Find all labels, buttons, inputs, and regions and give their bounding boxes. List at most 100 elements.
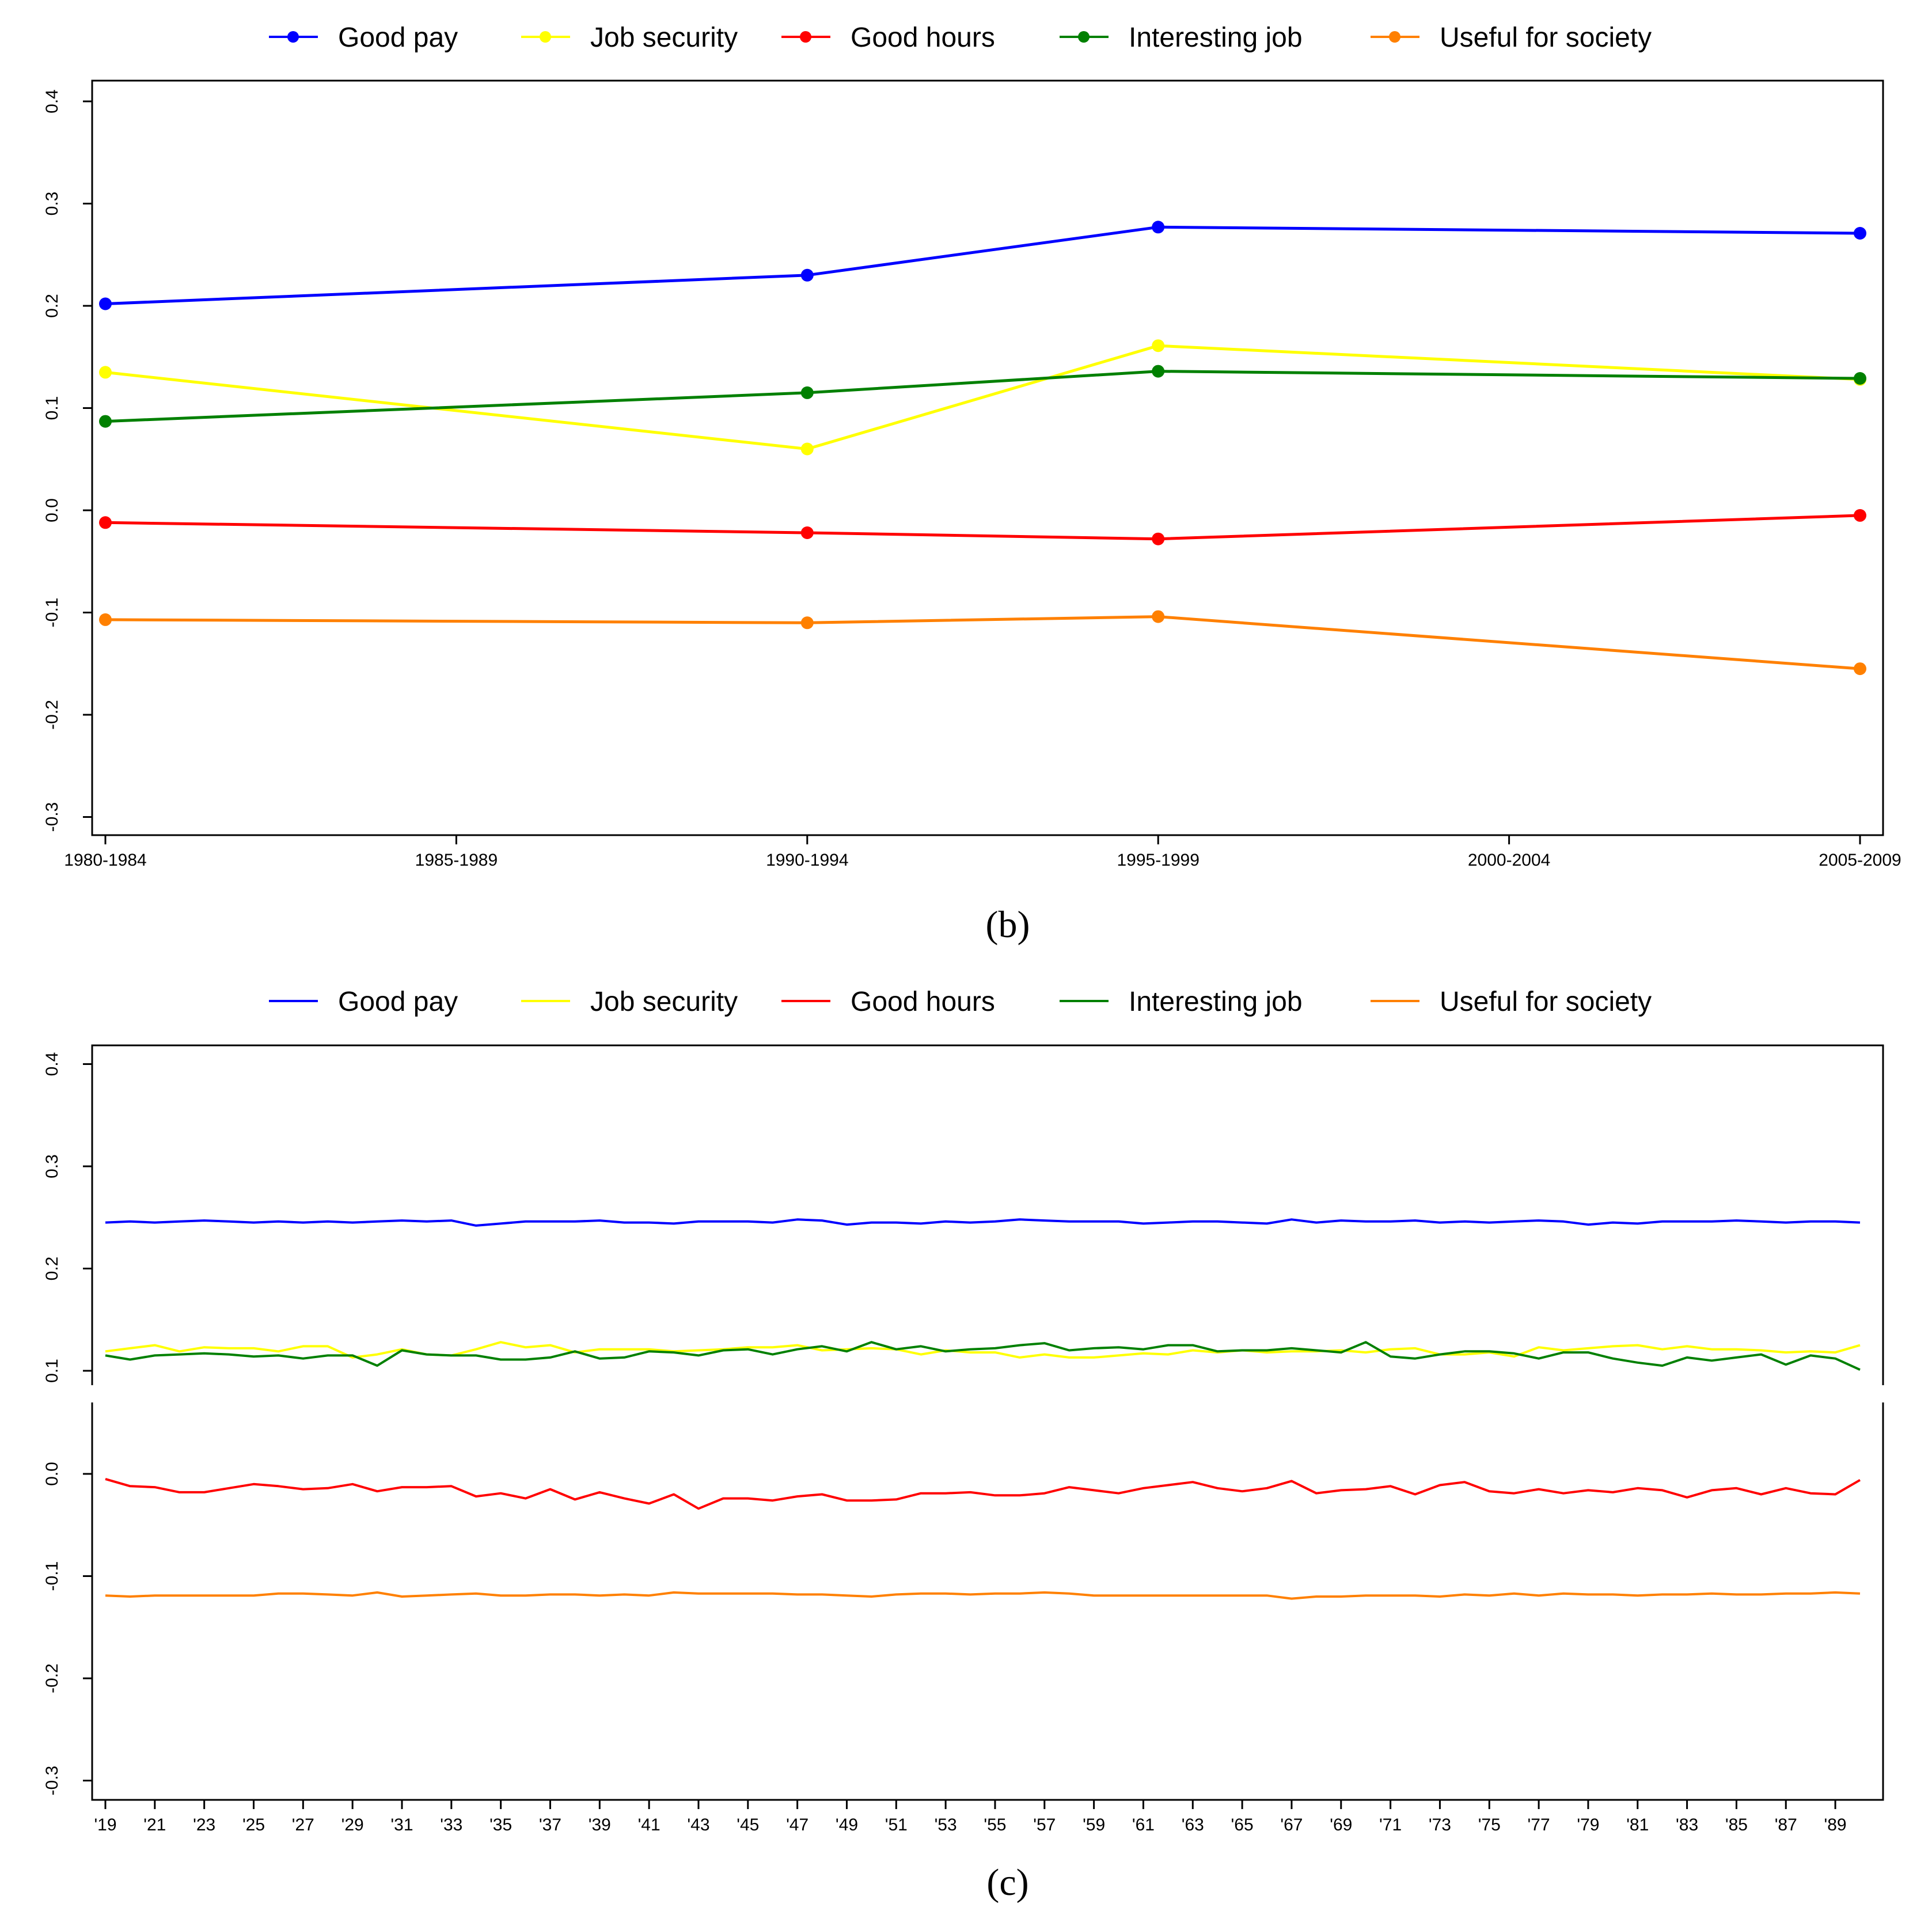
panel-c-plot-frame-upper — [91, 1044, 1884, 1385]
panel-b-point-useful-for-society — [99, 613, 112, 626]
panel-b-y-tick-label: -0.1 — [43, 598, 62, 628]
panel-b-x-tick-label: 1980-1984 — [64, 851, 146, 870]
panel-b-point-interesting-job — [99, 415, 112, 428]
panel-b-series-line-good-pay — [105, 225, 1861, 305]
panel-b-x-tick-label: 2005-2009 — [1819, 851, 1901, 870]
panel-c-legend-label-good-pay: Good pay — [338, 987, 458, 1017]
panel-b-point-useful-for-society — [1854, 662, 1866, 676]
panel-c-x-tick-label: '77 — [1528, 1815, 1550, 1834]
panel-b-y-tick-label: -0.2 — [43, 700, 62, 730]
panel-c-y-tick-label: 0.3 — [43, 1154, 62, 1178]
panel-c-x-tick-label: '79 — [1577, 1815, 1599, 1834]
panel-c-y-tick-label: 0.2 — [43, 1257, 62, 1281]
panel-c-legend-label-good-hours: Good hours — [851, 987, 995, 1017]
panel-c-x-tick-label: '63 — [1182, 1815, 1204, 1834]
panel-b-point-good-pay — [99, 297, 112, 310]
panel-c-y-tick-label: 0.0 — [43, 1462, 62, 1486]
panel-b-point-job-security — [800, 442, 814, 456]
panel-c-x-tick-label: '27 — [292, 1815, 314, 1834]
panel-c-x-tick-label: '73 — [1429, 1815, 1451, 1834]
panel-b-point-interesting-job — [800, 386, 814, 399]
panel-c-chart: Good pay Job security Good hours Interestin… — [43, 987, 1884, 1904]
panel-b-y-tick-label: 0.1 — [43, 396, 62, 420]
panel-c-series-line-interesting-job — [105, 1341, 1861, 1371]
panel-c-x-tick-label: '45 — [737, 1815, 759, 1834]
panel-c-x-tick-label: '71 — [1379, 1815, 1402, 1834]
panel-c-legend-label-useful-for-society: Useful for society — [1440, 987, 1652, 1017]
panel-b-point-good-pay — [1854, 227, 1866, 240]
panel-b-y-tick-label: 0.0 — [43, 498, 62, 522]
panel-b-point-good-hours — [99, 516, 112, 529]
panel-b-x-tick-label: 1990-1994 — [766, 851, 848, 870]
panel-c-x-tick-label: '41 — [638, 1815, 661, 1834]
panel-b-series — [99, 221, 1866, 676]
panel-b-y-tick-label: -0.3 — [43, 802, 62, 832]
panel-c-y-tick-label: -0.3 — [43, 1766, 62, 1796]
panel-b-x-tick-label: 2000-2004 — [1468, 851, 1550, 870]
panel-c-x-tick-label: '19 — [94, 1815, 116, 1834]
panel-c-x-tick-label: '35 — [489, 1815, 512, 1834]
panel-b-series-line-good-hours — [105, 514, 1861, 541]
panel-b-point-good-pay — [1152, 221, 1165, 234]
panel-c-x-axis: '19 '21 '23 '25 '27 '29 '31 '33 '35 '37 '39 '41 '43 '… — [94, 1800, 1847, 1834]
panel-b-point-job-security — [99, 366, 112, 379]
panel-c-y-tick-label: 0.4 — [43, 1052, 62, 1076]
panel-b-plot-frame — [91, 79, 1884, 836]
panel-b-point-interesting-job — [1152, 365, 1165, 378]
panel-c-x-tick-label: '25 — [242, 1815, 265, 1834]
panel-b-label: (b) — [986, 904, 1030, 946]
panel-b-y-tick-label: 0.2 — [43, 294, 62, 318]
panel-c-x-tick-label: '67 — [1280, 1815, 1303, 1834]
panel-c-plot-frame — [91, 1044, 1884, 1801]
panel-c-legend-label-job-security: Job security — [590, 987, 738, 1017]
panel-b-x-tick-label: 1995-1999 — [1117, 851, 1199, 870]
panel-b-legend-marker-job-security — [540, 31, 551, 43]
panel-c-series — [105, 1218, 1861, 1600]
panel-b-legend-label-interesting-job: Interesting job — [1129, 22, 1303, 53]
panel-c-y-axis: -0.3 -0.2 -0.1 0.0 0.1 0.2 0.3 0.4 — [43, 1052, 92, 1796]
panel-c-x-tick-label: '85 — [1725, 1815, 1748, 1834]
panel-b-legend-marker-useful-for-society — [1389, 31, 1400, 43]
panel-c-x-tick-label: '31 — [390, 1815, 413, 1834]
panel-c-label: (c) — [986, 1861, 1028, 1904]
panel-b-point-good-pay — [800, 268, 814, 282]
panel-c-x-tick-label: '69 — [1330, 1815, 1352, 1834]
panel-b-y-axis: -0.3 -0.2 -0.1 0.0 0.1 0.2 0.3 0.4 — [43, 89, 92, 832]
panel-c-legend-label-interesting-job: Interesting job — [1129, 987, 1303, 1017]
panel-c-series-line-useful-for-society — [105, 1591, 1861, 1600]
panel-c-series-line-job-security — [105, 1341, 1861, 1359]
panel-c-series-line-good-hours — [105, 1477, 1861, 1510]
panel-c-x-tick-label: '21 — [143, 1815, 166, 1834]
panel-c-x-tick-label: '43 — [687, 1815, 709, 1834]
panel-c-x-tick-label: '89 — [1824, 1815, 1847, 1834]
panel-c-y-tick-label: -0.1 — [43, 1561, 62, 1591]
panel-b-legend-marker-good-pay — [287, 31, 299, 43]
panel-b-legend-label-job-security: Job security — [590, 22, 738, 53]
panel-b-point-interesting-job — [1854, 372, 1866, 385]
panel-c-x-tick-label: '53 — [935, 1815, 957, 1834]
panel-b-point-useful-for-society — [800, 616, 814, 630]
panel-b-x-tick-label: 1985-1989 — [415, 851, 498, 870]
panel-c-x-tick-label: '81 — [1626, 1815, 1649, 1834]
panel-c-x-tick-label: '37 — [539, 1815, 561, 1834]
panel-b-point-good-hours — [1152, 532, 1165, 545]
panel-b-legend-marker-good-hours — [800, 31, 811, 43]
panel-c-x-tick-label: '49 — [836, 1815, 858, 1834]
panel-c-x-tick-label: '59 — [1083, 1815, 1105, 1834]
panel-c-x-tick-label: '83 — [1676, 1815, 1698, 1834]
panel-b-chart: Good pay Job security Good hours Interestin… — [43, 22, 1901, 946]
panel-c-x-tick-label: '23 — [193, 1815, 215, 1834]
panel-b-series-line-job-security — [105, 344, 1861, 450]
panel-b-point-good-hours — [1854, 509, 1866, 522]
panel-b-series-line-interesting-job — [105, 370, 1861, 423]
panel-c-x-tick-label: '33 — [440, 1815, 462, 1834]
panel-c-x-tick-label: '65 — [1231, 1815, 1254, 1834]
panel-b-x-axis: 1980-1984 1985-1989 1990-1994 1995-1999 2000… — [64, 835, 1901, 870]
panel-b-series-line-useful-for-society — [105, 615, 1861, 670]
panel-b-legend-label-good-pay: Good pay — [338, 22, 458, 53]
panel-c-x-tick-label: '47 — [786, 1815, 809, 1834]
panel-c-series-line-good-pay — [105, 1218, 1861, 1227]
panel-b-point-useful-for-society — [1152, 610, 1165, 623]
panel-c-x-tick-label: '75 — [1478, 1815, 1501, 1834]
